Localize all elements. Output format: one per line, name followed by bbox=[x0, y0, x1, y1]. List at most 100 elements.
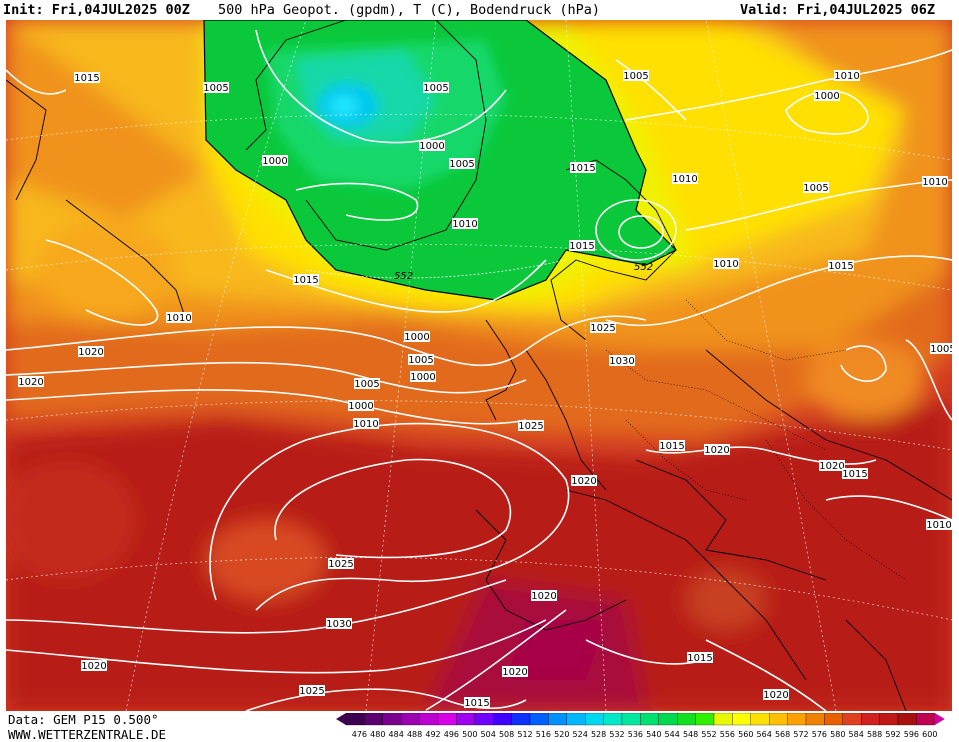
isobar-label-box bbox=[404, 331, 430, 342]
init-time: Init: Fri,04JUL2025 00Z bbox=[3, 2, 190, 18]
legend-swatch bbox=[437, 713, 457, 726]
isobar-label: 1015 bbox=[659, 441, 684, 452]
legend-swatch bbox=[861, 713, 880, 726]
isobar-label-box bbox=[166, 312, 192, 323]
isobar-label-box bbox=[449, 158, 475, 169]
legend-swatch bbox=[474, 713, 494, 726]
valid-time: Valid: Fri,04JUL2025 06Z bbox=[740, 2, 936, 18]
isobar-label: 1030 bbox=[326, 619, 351, 630]
isobar-label-box bbox=[353, 418, 379, 429]
legend-tick-label: 476 bbox=[352, 730, 367, 739]
isobar-label: 1015 bbox=[828, 261, 853, 272]
legend-swatch bbox=[897, 713, 917, 726]
legend-tick-label: 500 bbox=[462, 730, 477, 739]
isobar-label-box bbox=[328, 558, 354, 569]
isobar-label: 1000 bbox=[814, 91, 839, 102]
legend-swatch bbox=[769, 713, 788, 726]
isobar-label: 1030 bbox=[609, 356, 634, 367]
legend-swatch bbox=[401, 713, 420, 726]
isobar-label-box bbox=[408, 354, 434, 365]
legend-swatch bbox=[493, 713, 512, 726]
isobar-label: 1010 bbox=[922, 177, 947, 188]
isobar-label-box bbox=[74, 72, 100, 83]
isobar-label: 1015 bbox=[74, 73, 99, 84]
isobar-label: 1010 bbox=[452, 219, 477, 230]
isobar-label: 1000 bbox=[410, 372, 435, 383]
data-source: Data: GEM P15 0.500° bbox=[8, 712, 159, 727]
legend-tick-label: 504 bbox=[481, 730, 496, 739]
isobar-label-box bbox=[464, 697, 490, 708]
isobar-label-box bbox=[354, 378, 380, 389]
isobar-label-box bbox=[659, 440, 685, 451]
isobar-label: 1000 bbox=[404, 332, 429, 343]
legend-swatch bbox=[805, 713, 825, 726]
map-canvas bbox=[6, 20, 952, 711]
legend-swatch bbox=[345, 713, 365, 726]
legend-tick-label: 552 bbox=[701, 730, 716, 739]
isobar-label: 1020 bbox=[531, 591, 556, 602]
legend-swatch bbox=[750, 713, 770, 726]
isobar-label-box bbox=[687, 652, 713, 663]
legend-tick-label: 548 bbox=[683, 730, 698, 739]
legend-arrow-left bbox=[336, 713, 346, 725]
legend-swatch bbox=[621, 713, 641, 726]
legend-tick-label: 536 bbox=[628, 730, 643, 739]
legend-swatch bbox=[787, 713, 807, 726]
isobar-label: 1005 bbox=[408, 355, 433, 366]
legend-tick-label: 556 bbox=[720, 730, 735, 739]
color-legend: 476 480 484 488 492 496 500 504 508 512 516 520 524 5… bbox=[336, 713, 945, 739]
map-footer: Data: GEM P15 0.500° WWW.WETTERZENTRALE.… bbox=[0, 711, 959, 742]
isobar-label-box bbox=[828, 260, 854, 271]
isobar-label: 1020 bbox=[18, 377, 43, 388]
isobar-label-box bbox=[326, 618, 352, 629]
isobar-label: 1005 bbox=[803, 183, 828, 194]
legend-tick-label: 560 bbox=[738, 730, 753, 739]
legend-tick-label: 540 bbox=[646, 730, 661, 739]
isobar-label: 1020 bbox=[571, 476, 596, 487]
isobar-label: 1020 bbox=[763, 690, 788, 701]
isobar-label-box bbox=[672, 173, 698, 184]
legend-swatch bbox=[419, 713, 439, 726]
legend-tick-label: 568 bbox=[775, 730, 790, 739]
isobar-label-box bbox=[203, 82, 229, 93]
isobar-label: 1025 bbox=[299, 686, 324, 697]
isobar-label: 1020 bbox=[704, 445, 729, 456]
map-title: 500 hPa Geopot. (gpdm), T (C), Bodendruc… bbox=[218, 2, 601, 18]
isobar-label: 1015 bbox=[842, 469, 867, 480]
isobar-label: 1005 bbox=[449, 159, 474, 170]
isobar-label: 1025 bbox=[328, 559, 353, 570]
legend-swatch bbox=[658, 713, 678, 726]
isobar-label-box bbox=[922, 176, 948, 187]
isobar-label: 1010 bbox=[713, 259, 738, 270]
isobar-label: 1005 bbox=[423, 83, 448, 94]
isobar-label-box bbox=[410, 371, 436, 382]
legend-swatch bbox=[842, 713, 862, 726]
isobar-label: 1000 bbox=[348, 401, 373, 412]
legend-tick-label: 532 bbox=[609, 730, 624, 739]
isobar-label-box bbox=[819, 460, 845, 471]
isobar-label-box bbox=[81, 660, 107, 671]
isobar-label-box bbox=[78, 346, 104, 357]
isobar-label-box bbox=[423, 82, 449, 93]
weather-map: 1005 1000 1005 1000 1005 1010 1015 1010 1000 1005… bbox=[6, 20, 952, 711]
legend-tick-label: 480 bbox=[370, 730, 385, 739]
legend-tick-label: 484 bbox=[389, 730, 404, 739]
graticule bbox=[6, 20, 952, 711]
isobar-label: 1020 bbox=[819, 461, 844, 472]
legend-tick-label: 596 bbox=[904, 730, 919, 739]
isobar-label: 1025 bbox=[590, 323, 615, 334]
legend-swatch bbox=[585, 713, 604, 726]
legend-swatch bbox=[456, 713, 475, 726]
isobar-label-box bbox=[571, 475, 597, 486]
legend-tick-label: 508 bbox=[499, 730, 514, 739]
legend-swatch bbox=[548, 713, 567, 726]
legend-swatch bbox=[640, 713, 659, 726]
legend-tick-label: 576 bbox=[812, 730, 827, 739]
isobar-label: 1025 bbox=[518, 421, 543, 432]
legend-tick-label: 588 bbox=[867, 730, 882, 739]
isobar-label-box bbox=[623, 70, 649, 81]
isobar-label-box bbox=[713, 258, 739, 269]
isobar-label: 1005 bbox=[203, 83, 228, 94]
geopotential-label: 552 bbox=[634, 262, 653, 273]
legend-tick-label: 592 bbox=[885, 730, 900, 739]
